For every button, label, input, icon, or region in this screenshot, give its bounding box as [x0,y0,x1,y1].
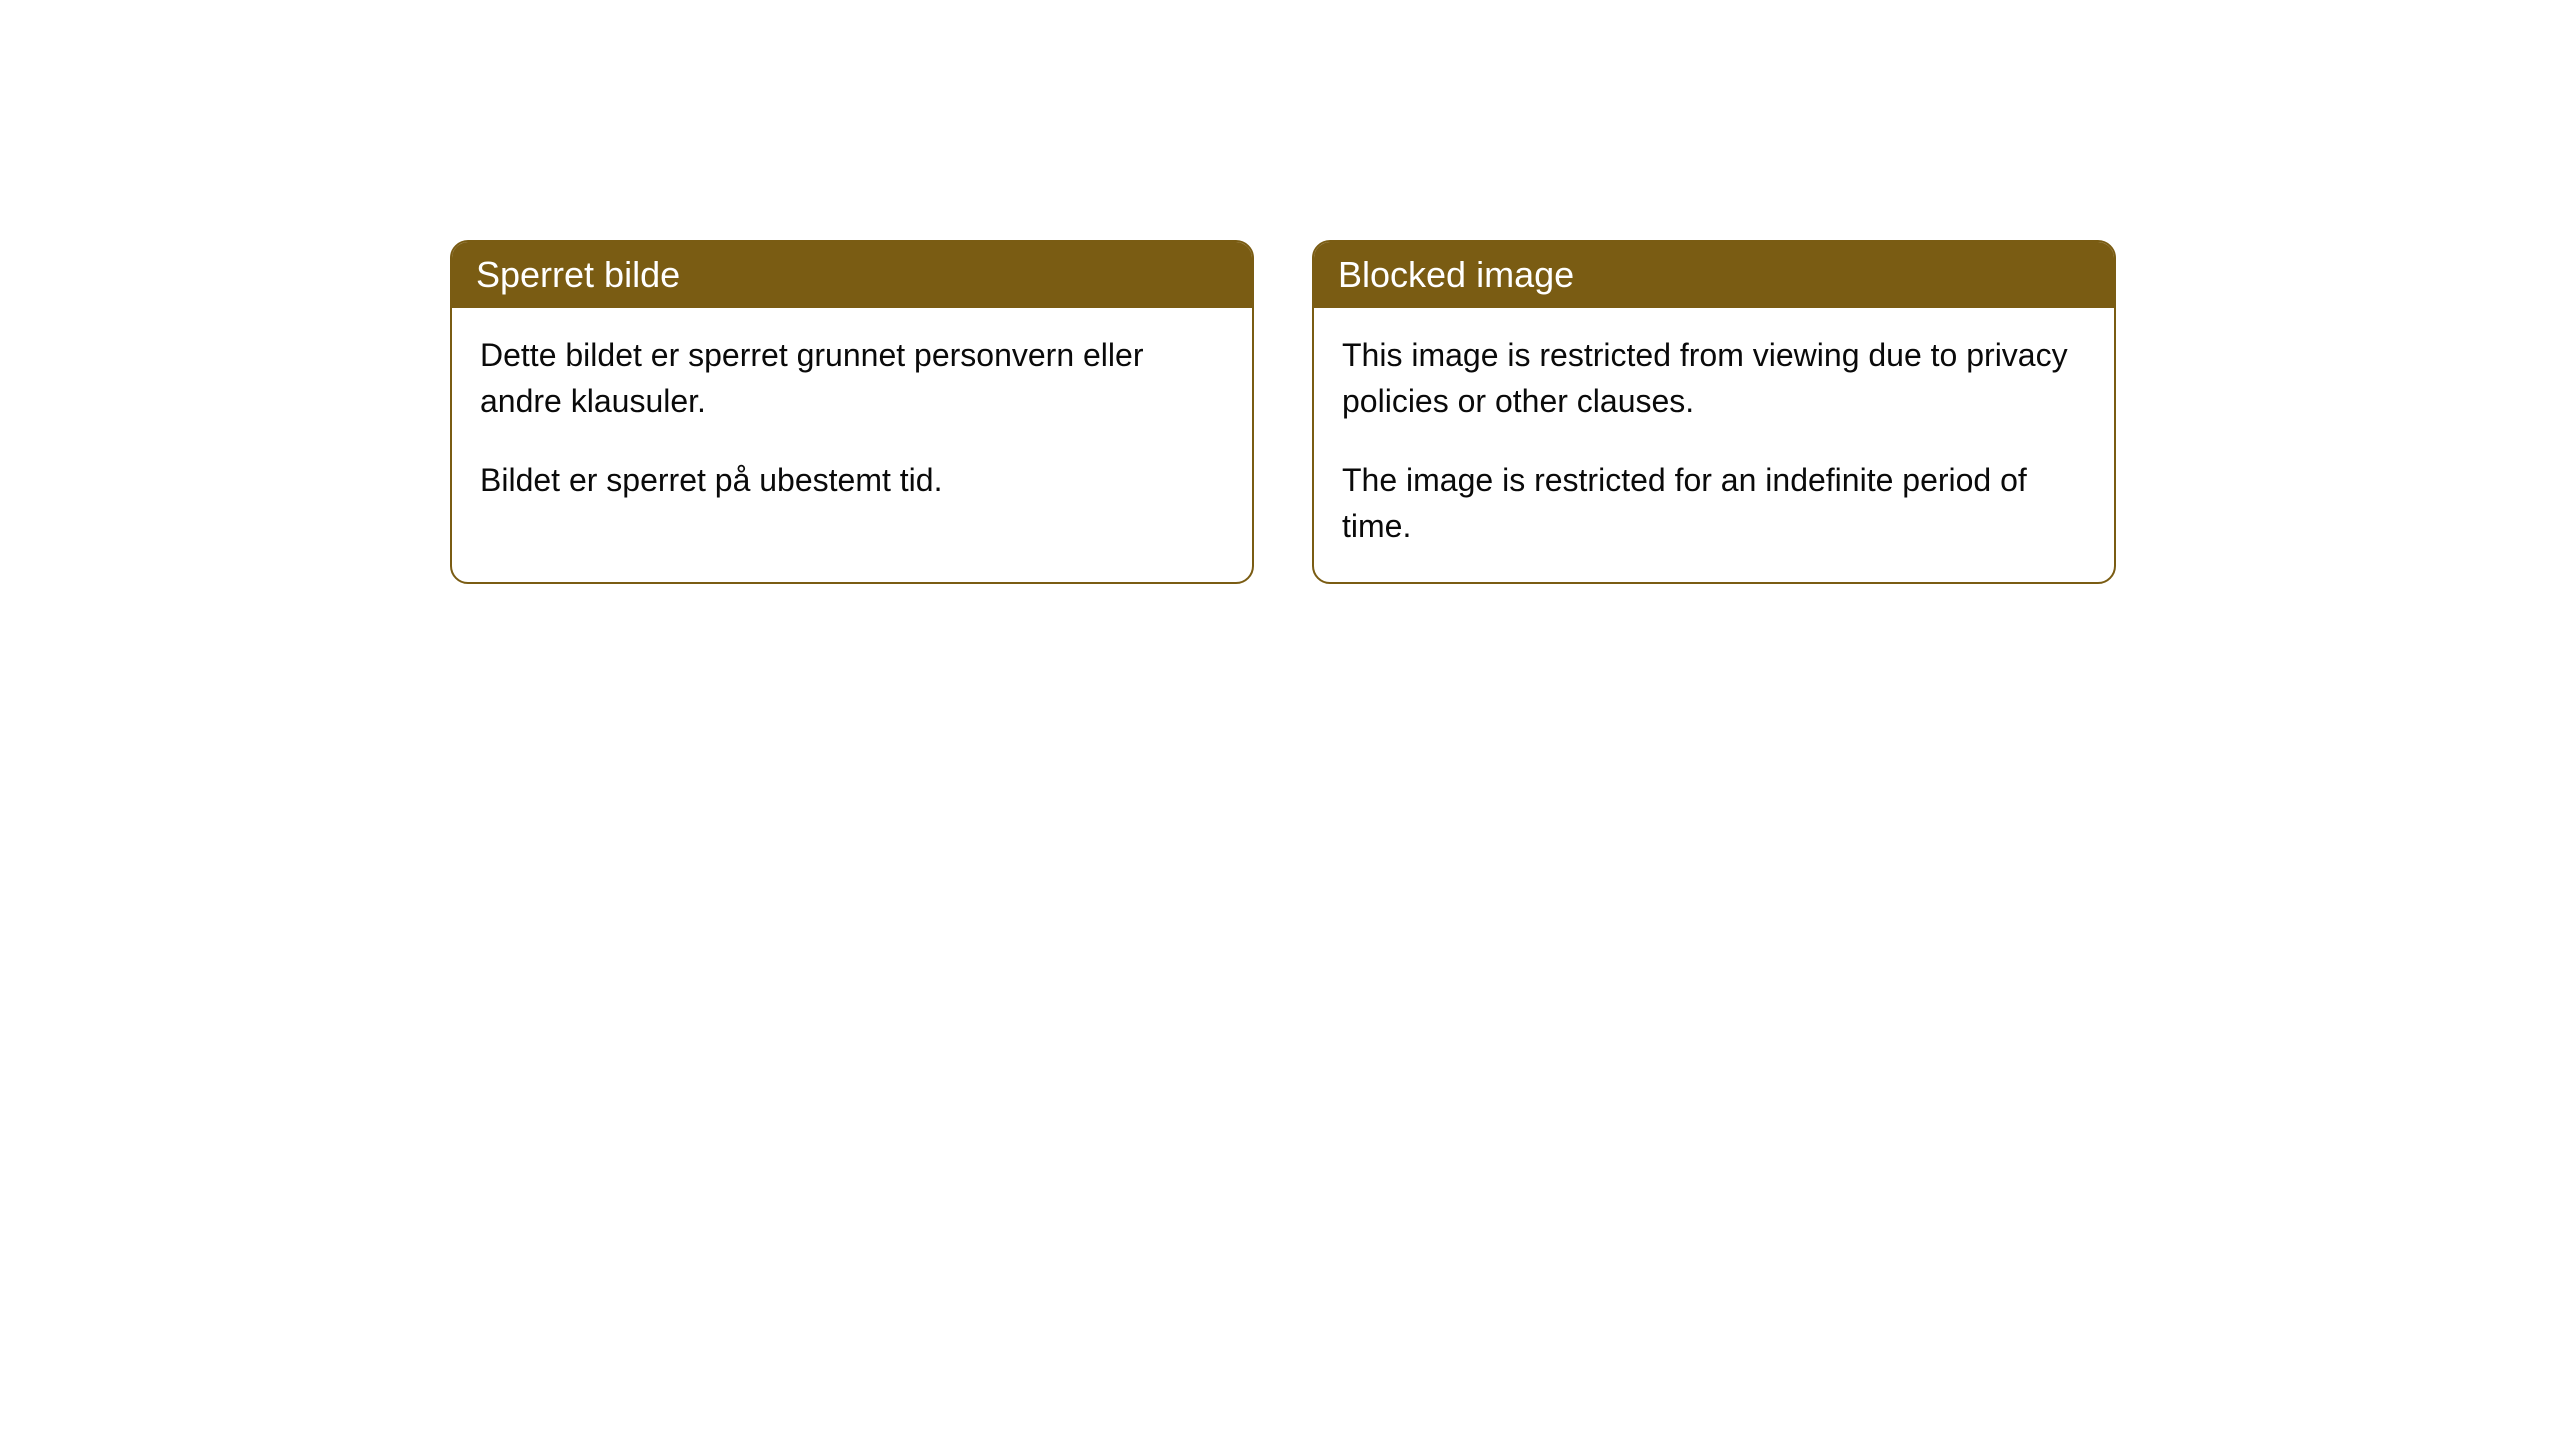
notice-card-english: Blocked image This image is restricted f… [1312,240,2116,584]
notice-paragraph: Bildet er sperret på ubestemt tid. [480,457,1224,503]
notice-body: This image is restricted from viewing du… [1314,308,2114,582]
notice-paragraph: This image is restricted from viewing du… [1342,332,2086,425]
notice-title: Sperret bilde [452,242,1252,308]
notice-paragraph: Dette bildet er sperret grunnet personve… [480,332,1224,425]
notice-title: Blocked image [1314,242,2114,308]
notice-container: Sperret bilde Dette bildet er sperret gr… [0,0,2560,584]
notice-paragraph: The image is restricted for an indefinit… [1342,457,2086,550]
notice-body: Dette bildet er sperret grunnet personve… [452,308,1252,535]
notice-card-norwegian: Sperret bilde Dette bildet er sperret gr… [450,240,1254,584]
